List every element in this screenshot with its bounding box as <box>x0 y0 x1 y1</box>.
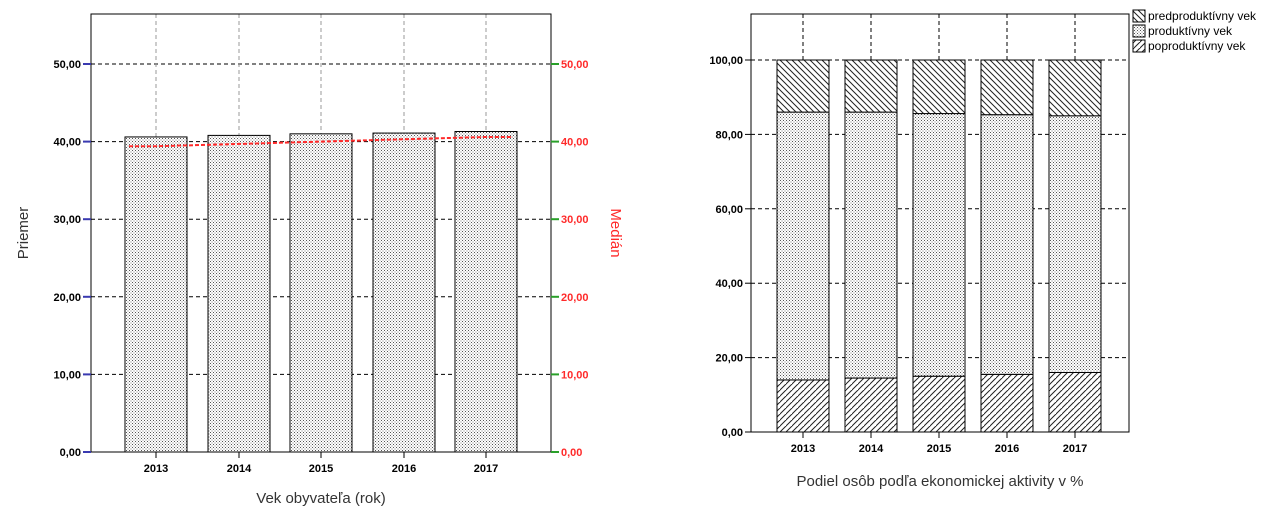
left-y-tick-label: 40,00 <box>53 137 81 149</box>
right-bar-segment <box>912 375 966 433</box>
right-bar-segment <box>776 111 830 381</box>
left-y2-tick-label: 10,00 <box>561 369 589 381</box>
right-bar-segment <box>1048 115 1102 373</box>
right-y-tick-label: 60,00 <box>715 204 743 216</box>
right-bar-segment <box>844 59 898 113</box>
left-x-ticks: 2013 2014 2015 2016 2017 <box>144 452 498 475</box>
left-chart: 0,00 10,00 20,00 30,00 40,00 50,00 0,00 10,00 2… <box>15 13 624 507</box>
right-bar-segment <box>980 373 1034 433</box>
right-bar-segment <box>1048 59 1102 117</box>
right-x-tick-label: 2013 <box>791 443 815 455</box>
right-y-tick-label: 40,00 <box>715 278 743 290</box>
legend-label: predproduktívny vek <box>1148 9 1257 23</box>
legend-label: poproduktívny vek <box>1148 39 1246 53</box>
right-x-tick-label: 2017 <box>1063 443 1087 455</box>
left-x-tick-label: 2017 <box>474 463 498 475</box>
right-y-tick-label: 100,00 <box>709 55 743 67</box>
left-x-axis-title: Vek obyvateľa (rok) <box>256 490 385 507</box>
right-x-axis-title: Podiel osôb podľa ekonomickej aktivity v… <box>796 473 1083 490</box>
left-x-tick-label: 2015 <box>309 463 333 475</box>
median-series-line <box>129 135 513 148</box>
left-y2-tick-label: 40,00 <box>561 137 589 149</box>
right-bar-segment <box>912 113 966 377</box>
left-y-tick-label: 50,00 <box>53 59 81 71</box>
left-median-line <box>129 135 513 148</box>
left-bar <box>207 134 271 453</box>
right-x-tick-label: 2014 <box>859 443 884 455</box>
legend-swatch <box>1132 39 1146 53</box>
left-bar <box>454 131 518 453</box>
right-x-tick-label: 2015 <box>927 443 951 455</box>
left-y2-ticks: 0,00 10,00 20,00 30,00 40,00 50,00 <box>551 59 589 459</box>
left-y2-tick-label: 0,00 <box>561 447 582 459</box>
right-y-tick-label: 80,00 <box>715 129 743 141</box>
right-bar-segment <box>844 377 898 433</box>
left-x-tick-label: 2013 <box>144 463 168 475</box>
right-bar-segment <box>912 59 966 115</box>
right-plot-frame <box>750 13 1130 433</box>
legend-label: produktívny vek <box>1148 24 1233 38</box>
right-bar-segment <box>980 59 1034 116</box>
right-y-tick-label: 20,00 <box>715 353 743 365</box>
left-bar <box>124 136 188 453</box>
left-bar <box>372 132 436 453</box>
right-bar-segment <box>1048 371 1102 433</box>
left-y-tick-label: 30,00 <box>53 214 81 226</box>
right-x-tick-label: 2016 <box>995 443 1019 455</box>
left-y2-tick-label: 50,00 <box>561 59 589 71</box>
legend-swatch <box>1132 9 1146 23</box>
left-y2-tick-label: 30,00 <box>561 214 589 226</box>
right-x-ticks: 2013 2014 2015 2016 2017 <box>791 432 1087 455</box>
left-bars <box>124 131 518 453</box>
left-x-tick-label: 2014 <box>227 463 252 475</box>
legend-swatch <box>1132 24 1146 38</box>
left-y2-tick-label: 20,00 <box>561 292 589 304</box>
left-y-tick-label: 0,00 <box>60 447 81 459</box>
right-y-ticks: 0,00 20,00 40,00 60,00 80,00 100,00 <box>709 55 751 439</box>
right-bar-segment <box>844 111 898 379</box>
right-bar-segment <box>980 114 1034 375</box>
right-bar-segment <box>776 59 830 113</box>
left-bar <box>289 133 353 453</box>
left-y-ticks: 0,00 10,00 20,00 30,00 40,00 50,00 <box>53 59 91 459</box>
right-y-tick-label: 0,00 <box>722 427 743 439</box>
right-bar-segment <box>776 379 830 433</box>
right-bars <box>776 59 1102 433</box>
left-x-tick-label: 2016 <box>392 463 416 475</box>
left-y-tick-label: 10,00 <box>53 369 81 381</box>
left-y2-axis-title: Medián <box>607 208 624 257</box>
left-y-tick-label: 20,00 <box>53 292 81 304</box>
left-y-axis-title: Priemer <box>15 207 32 260</box>
